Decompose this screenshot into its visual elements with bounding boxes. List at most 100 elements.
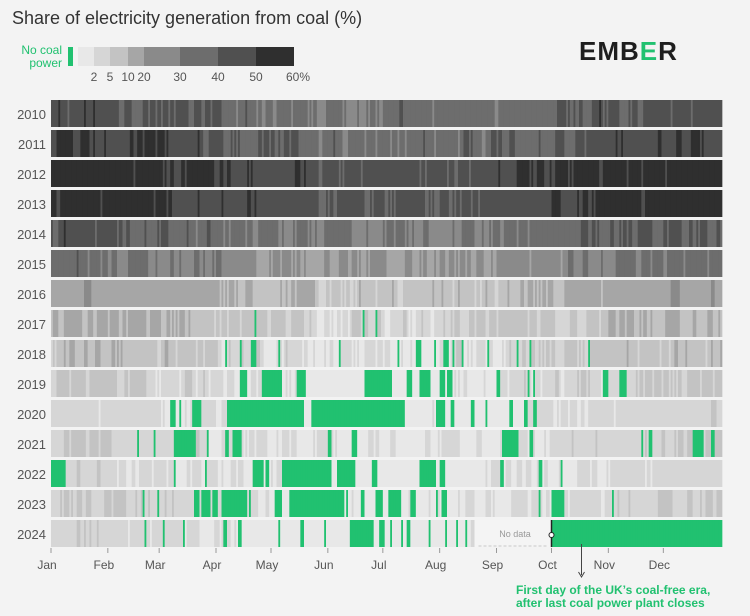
- day-cell: [529, 310, 532, 337]
- day-cell: [608, 280, 611, 307]
- day-cell: [421, 400, 424, 427]
- day-cell: [505, 460, 508, 487]
- day-cell: [203, 220, 206, 247]
- day-cell: [423, 160, 426, 187]
- day-cell: [551, 340, 554, 367]
- day-cell: [591, 430, 595, 457]
- day-cell: [492, 460, 496, 487]
- day-cell: [320, 400, 323, 427]
- day-cell: [549, 460, 552, 487]
- day-cell: [624, 190, 628, 217]
- day-cell: [428, 430, 431, 457]
- day-cell: [617, 280, 620, 307]
- day-cell: [272, 460, 276, 487]
- day-cell: [624, 250, 628, 277]
- day-cell: [148, 220, 151, 247]
- day-cell: [437, 340, 441, 367]
- day-cell: [718, 310, 721, 337]
- day-cell: [496, 310, 499, 337]
- day-cell: [181, 280, 184, 307]
- day-cell: [580, 430, 584, 457]
- day-cell: [179, 250, 182, 277]
- day-cell: [129, 310, 133, 337]
- day-cell: [516, 310, 519, 337]
- day-cell: [340, 100, 343, 127]
- day-cell: [179, 340, 182, 367]
- day-cell: [551, 430, 554, 457]
- day-cell: [236, 280, 239, 307]
- day-cell: [555, 100, 558, 127]
- day-cell: [184, 460, 188, 487]
- day-cell: [648, 160, 651, 187]
- day-cell: [529, 190, 532, 217]
- day-cell: [192, 100, 195, 127]
- day-cell: [388, 340, 391, 367]
- day-cell: [56, 250, 59, 277]
- day-cell: [282, 340, 285, 367]
- day-cell: [250, 130, 254, 157]
- day-cell: [566, 400, 569, 427]
- day-cell: [430, 310, 433, 337]
- day-cell: [601, 130, 604, 157]
- day-cell: [661, 430, 664, 457]
- day-cell: [271, 310, 274, 337]
- day-cell: [397, 190, 400, 217]
- day-cell: [197, 430, 200, 457]
- day-cell: [118, 370, 122, 397]
- day-cell: [293, 490, 296, 517]
- day-cell: [342, 100, 345, 127]
- day-cell: [716, 370, 719, 397]
- day-cell: [480, 460, 483, 487]
- day-cell: [711, 400, 714, 427]
- day-cell: [569, 430, 573, 457]
- day-cell: [221, 310, 224, 337]
- day-cell: [491, 460, 494, 487]
- day-cell: [234, 430, 237, 457]
- day-cell: [417, 430, 420, 457]
- day-cell: [458, 250, 461, 277]
- day-cell: [370, 190, 373, 217]
- day-cell: [293, 190, 296, 217]
- day-cell: [84, 460, 87, 487]
- day-cell: [602, 130, 606, 157]
- day-cell: [619, 100, 622, 127]
- day-cell: [124, 400, 127, 427]
- day-cell: [150, 340, 153, 367]
- day-cell: [615, 160, 618, 187]
- day-cell: [632, 460, 635, 487]
- day-cell: [566, 220, 569, 247]
- day-cell: [502, 190, 505, 217]
- day-cell: [201, 400, 204, 427]
- day-cell: [571, 370, 574, 397]
- day-cell: [487, 400, 490, 427]
- day-cell: [85, 460, 89, 487]
- day-cell: [272, 190, 276, 217]
- day-cell: [85, 400, 89, 427]
- day-cell: [148, 190, 151, 217]
- day-cell: [230, 160, 233, 187]
- day-cell: [71, 490, 74, 517]
- day-cell: [272, 490, 276, 517]
- day-cell: [536, 370, 540, 397]
- day-cell: [78, 490, 81, 517]
- day-cell: [258, 250, 261, 277]
- day-cell: [74, 130, 78, 157]
- day-cell: [254, 190, 257, 217]
- day-cell: [635, 370, 639, 397]
- day-cell: [304, 340, 307, 367]
- day-cell: [161, 130, 164, 157]
- day-cell: [340, 370, 343, 397]
- day-cell: [307, 220, 310, 247]
- day-cell: [247, 430, 250, 457]
- day-cell: [142, 100, 145, 127]
- day-cell: [146, 130, 149, 157]
- day-cell: [245, 220, 248, 247]
- day-cell: [208, 490, 211, 517]
- day-cell: [434, 190, 437, 217]
- day-cell: [458, 430, 461, 457]
- day-cell: [401, 370, 404, 397]
- day-cell: [283, 400, 287, 427]
- day-cell: [571, 310, 574, 337]
- day-cell: [698, 430, 701, 457]
- day-cell: [260, 100, 263, 127]
